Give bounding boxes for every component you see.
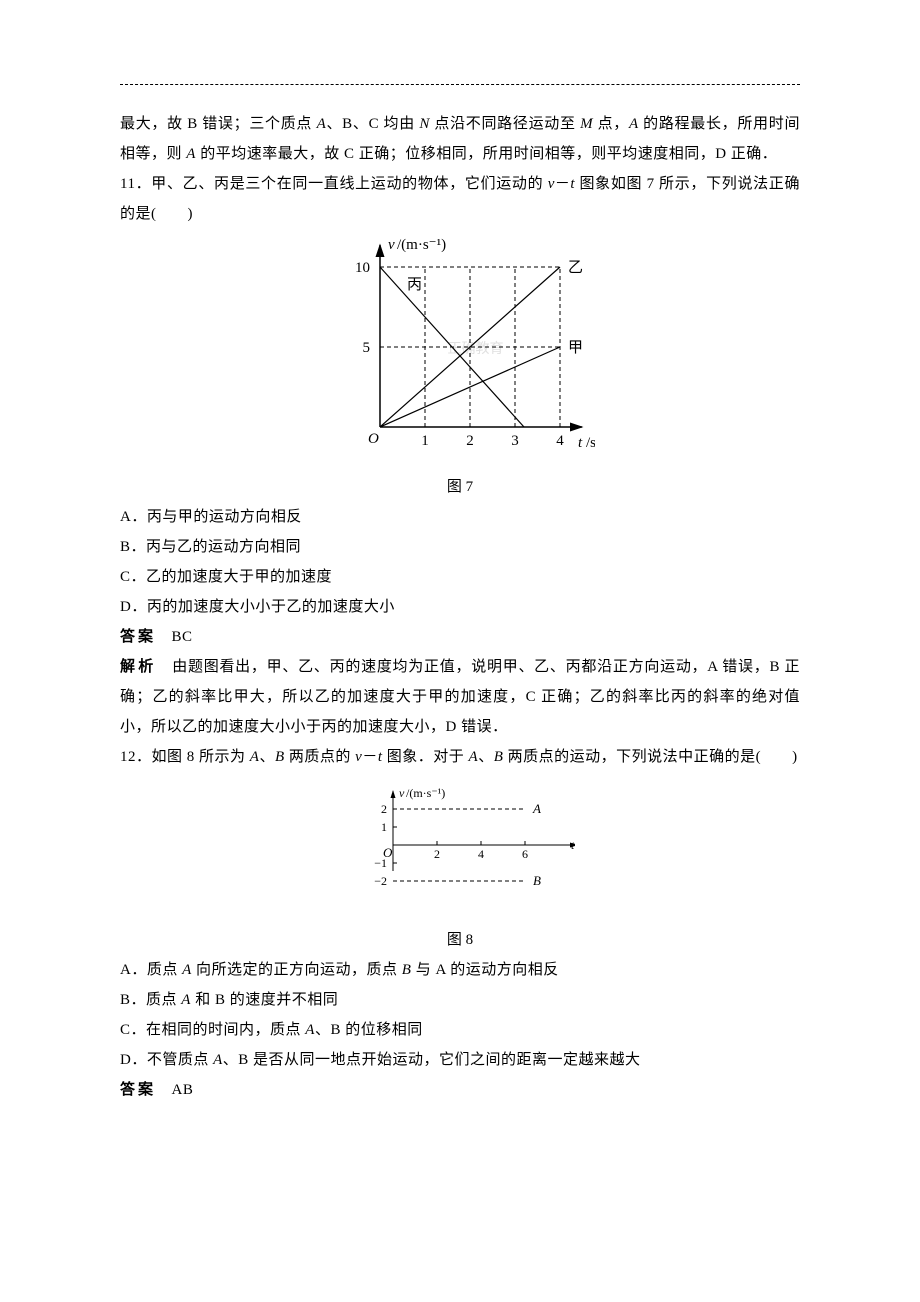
svg-text:10: 10 — [355, 260, 370, 276]
svg-text:B: B — [533, 873, 541, 888]
figure-8-caption: 图 8 — [120, 925, 800, 955]
q12-option-d: D．不管质点 A、B 是否从同一地点开始运动，它们之间的距离一定越来越大 — [120, 1045, 800, 1075]
svg-text:4: 4 — [556, 433, 564, 449]
q11-answer: 答案 BC — [120, 622, 800, 652]
svg-text:甲: 甲 — [568, 340, 583, 356]
q12-option-b: B．质点 A 和 B 的速度并不相同 — [120, 985, 800, 1015]
q11-option-d: D．丙的加速度大小小于乙的加速度大小 — [120, 592, 800, 622]
page-rule — [120, 84, 800, 85]
answer-label: 答案 — [120, 629, 156, 645]
svg-text:A: A — [532, 801, 541, 816]
svg-text:v: v — [388, 237, 395, 253]
svg-text:正确教育: 正确教育 — [448, 341, 504, 357]
svg-text:1: 1 — [381, 820, 387, 834]
q12-option-c: C．在相同的时间内，质点 A、B 的位移相同 — [120, 1015, 800, 1045]
svg-text:2: 2 — [466, 433, 474, 449]
svg-text:O: O — [368, 431, 379, 447]
q12-answer-value: AB — [172, 1082, 194, 1098]
q11-option-a: A．丙与甲的运动方向相反 — [120, 502, 800, 532]
svg-text:1: 1 — [421, 433, 429, 449]
q11-answer-value: BC — [172, 629, 193, 645]
q12-option-a: A．质点 A 向所选定的正方向运动，质点 B 与 A 的运动方向相反 — [120, 955, 800, 985]
svg-text:6: 6 — [522, 847, 528, 861]
svg-text:t: t — [578, 435, 583, 451]
svg-text:O: O — [383, 845, 393, 860]
q11-option-b: B．丙与乙的运动方向相同 — [120, 532, 800, 562]
svg-text:乙: 乙 — [568, 260, 583, 276]
figure-8: 246−2−112OABv/(m·s⁻¹)t/s — [120, 780, 800, 921]
q11-explanation: 解析 由题图看出，甲、乙、丙的速度均为正值，说明甲、乙、丙都沿正方向运动，A 错… — [120, 652, 800, 742]
svg-text:丙: 丙 — [407, 277, 422, 293]
intro-paragraph: 最大，故 B 错误；三个质点 A、B、C 均由 N 点沿不同路径运动至 M 点，… — [120, 109, 800, 169]
svg-text:/s: /s — [586, 435, 595, 451]
svg-text:4: 4 — [478, 847, 484, 861]
svg-text:2: 2 — [381, 802, 387, 816]
svg-text:−2: −2 — [374, 874, 387, 888]
svg-text:/(m·s⁻¹): /(m·s⁻¹) — [406, 786, 445, 800]
svg-text:5: 5 — [363, 340, 371, 356]
figure-7: 正确教育 1 2 3 4 5 10 Ot/s v/(m·s⁻¹) 乙甲 丙 — [120, 237, 800, 468]
explanation-label: 解析 — [120, 659, 156, 675]
q11-option-c: C．乙的加速度大于甲的加速度 — [120, 562, 800, 592]
q12-stem: 12．如图 8 所示为 A、B 两质点的 v－t 图象．对于 A、B 两质点的运… — [120, 742, 800, 772]
figure-7-caption: 图 7 — [120, 472, 800, 502]
svg-text:/(m·s⁻¹): /(m·s⁻¹) — [397, 237, 446, 253]
svg-text:2: 2 — [434, 847, 440, 861]
answer-label: 答案 — [120, 1082, 156, 1098]
q12-answer: 答案 AB — [120, 1075, 800, 1105]
q11-explanation-text: 由题图看出，甲、乙、丙的速度均为正值，说明甲、乙、丙都沿正方向运动，A 错误，B… — [120, 659, 800, 735]
q11-stem: 11．甲、乙、丙是三个在同一直线上运动的物体，它们运动的 v－t 图象如图 7 … — [120, 169, 800, 229]
svg-text:3: 3 — [511, 433, 519, 449]
svg-text:v: v — [399, 786, 405, 800]
